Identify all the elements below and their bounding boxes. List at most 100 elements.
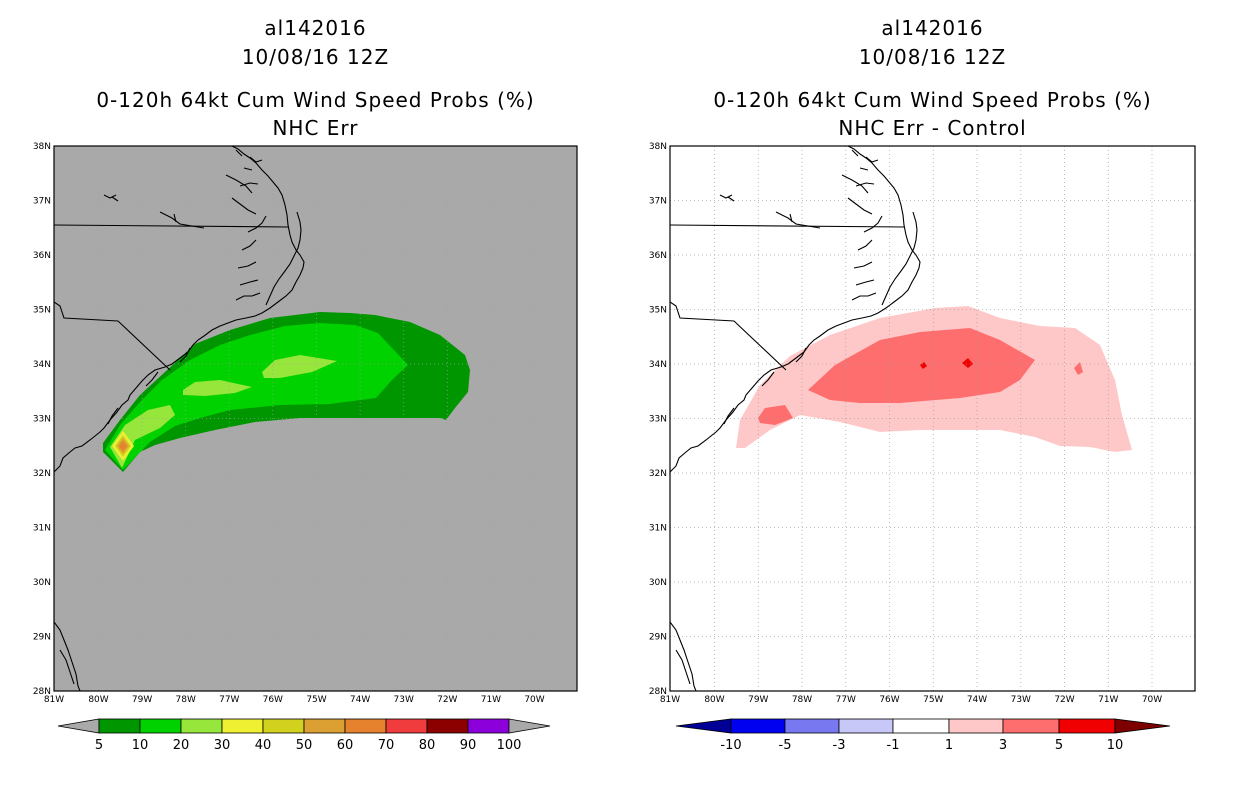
lon-label: 74W (967, 695, 987, 705)
left-colorbar-bin-10 (139, 718, 182, 734)
left-colorbar-bin-50 (303, 718, 346, 734)
lat-label: 38N (33, 142, 51, 152)
right-title: al142016 10/08/16 12Z 0-120h 64kt Cum Wi… (670, 14, 1195, 143)
diff-contour-3-5b (758, 405, 793, 425)
lat-label: 37N (33, 197, 51, 207)
left-lon-tick-labels: 81W 80W 79W 78W 77W 76W 75W 74W 73W 72W … (44, 695, 545, 705)
lon-label: 74W (350, 695, 370, 705)
colorbar-label: 80 (419, 738, 436, 753)
colorbar-label: 10 (132, 738, 149, 753)
colorbar-label: 90 (460, 738, 477, 753)
lat-label: 38N (649, 142, 667, 152)
diff-contour-5-10b (920, 362, 927, 369)
lon-label: 77W (836, 695, 856, 705)
left-colorbar-bin-5 (98, 718, 141, 734)
colorbar-label: -10 (720, 738, 741, 753)
colorbar-label: 10 (1107, 738, 1124, 753)
right-colorbar-labels: -10 -5 -3 -1 1 3 5 10 (720, 738, 1123, 753)
right-colorbar-bin-n10-n5 (730, 718, 786, 734)
lat-label: 34N (33, 360, 51, 370)
right-map-panel (669, 145, 1196, 692)
right-colorbar-bin-n1-1 (892, 718, 950, 734)
lon-label: 71W (1098, 695, 1118, 705)
colorbar-label: 1 (945, 738, 953, 753)
right-colorbar-under-arrow (675, 718, 732, 734)
colorbar-label: 5 (1055, 738, 1063, 753)
lon-label: 79W (132, 695, 152, 705)
right-colorbar-bin-n3-n1 (838, 718, 894, 734)
right-colorbar-bin-n5-n3 (784, 718, 840, 734)
lon-label: 76W (263, 695, 283, 705)
lon-label: 77W (219, 695, 239, 705)
colorbar-label: 100 (497, 738, 522, 753)
lon-label: 70W (524, 695, 544, 705)
right-datetime: 10/08/16 12Z (858, 45, 1007, 69)
prob-contour-60 (119, 441, 127, 451)
right-colorbar-over-arrow (1114, 718, 1171, 734)
prob-contour-20a (183, 380, 252, 396)
lat-label: 28N (649, 687, 667, 697)
lat-label: 33N (649, 415, 667, 425)
lon-label: 79W (748, 695, 768, 705)
left-subtitle: NHC Err (272, 116, 359, 140)
lat-label: 30N (649, 578, 667, 588)
right-grid-lines (670, 146, 1195, 691)
right-map-frame (669, 145, 1196, 692)
left-map-panel (53, 145, 578, 692)
right-colorbar (675, 718, 1171, 734)
left-colorbar-labels: 5 10 20 30 40 50 60 70 80 90 100 (95, 738, 522, 753)
lat-label: 33N (33, 415, 51, 425)
lon-label: 73W (1011, 695, 1031, 705)
lat-label: 28N (33, 687, 51, 697)
diff-contour-5-10a (962, 358, 973, 368)
right-lat-tick-labels: 38N 37N 36N 35N 34N 33N 32N 31N 30N 29N … (649, 142, 667, 697)
lon-label: 72W (1054, 695, 1074, 705)
lon-label: 75W (923, 695, 943, 705)
right-colorbar-bin-3-5 (1002, 718, 1060, 734)
colorbar-label: 60 (337, 738, 354, 753)
left-colorbar-bin-60 (344, 718, 387, 734)
lon-label: 81W (44, 695, 64, 705)
colorbar-label: -5 (779, 738, 792, 753)
lat-label: 32N (649, 469, 667, 479)
left-colorbar-under-arrow (57, 718, 100, 734)
left-colorbar-over-arrow (508, 718, 551, 734)
lon-label: 80W (704, 695, 724, 705)
left-colorbar-bin-90 (467, 718, 510, 734)
right-product: 0-120h 64kt Cum Wind Speed Probs (%) (713, 88, 1152, 112)
prob-contour-10 (105, 323, 408, 470)
colorbar-label: 50 (296, 738, 313, 753)
lon-label: 75W (306, 695, 326, 705)
lon-label: 73W (394, 695, 414, 705)
left-colorbar-bin-80 (426, 718, 469, 734)
left-map-frame (53, 145, 578, 692)
colorbar-label: -3 (833, 738, 846, 753)
lat-label: 34N (649, 360, 667, 370)
colorbar-label: 5 (95, 738, 103, 753)
colorbar-label: -1 (887, 738, 900, 753)
lat-label: 37N (649, 197, 667, 207)
colorbar-label: 70 (378, 738, 395, 753)
lat-label: 29N (33, 633, 51, 643)
left-colorbar (57, 718, 551, 734)
right-subtitle: NHC Err - Control (838, 116, 1027, 140)
lat-label: 35N (33, 306, 51, 316)
lat-label: 31N (649, 524, 667, 534)
left-grid-lines (54, 146, 577, 691)
lon-label: 71W (481, 695, 501, 705)
right-storm-id: al142016 (881, 16, 984, 40)
lon-label: 70W (1142, 695, 1162, 705)
lon-label: 72W (437, 695, 457, 705)
left-colorbar-bin-30 (221, 718, 264, 734)
right-lon-tick-labels: 81W 80W 79W 78W 77W 76W 75W 74W 73W 72W … (660, 695, 1162, 705)
left-title: al142016 10/08/16 12Z 0-120h 64kt Cum Wi… (54, 14, 577, 143)
lat-label: 31N (33, 524, 51, 534)
lat-label: 29N (649, 633, 667, 643)
left-product: 0-120h 64kt Cum Wind Speed Probs (%) (96, 88, 535, 112)
left-colorbar-bin-40 (262, 718, 305, 734)
diff-contour-3-5c (1074, 362, 1083, 375)
right-colorbar-bin-5-10 (1058, 718, 1116, 734)
lat-label: 36N (33, 251, 51, 261)
colorbar-label: 40 (255, 738, 272, 753)
